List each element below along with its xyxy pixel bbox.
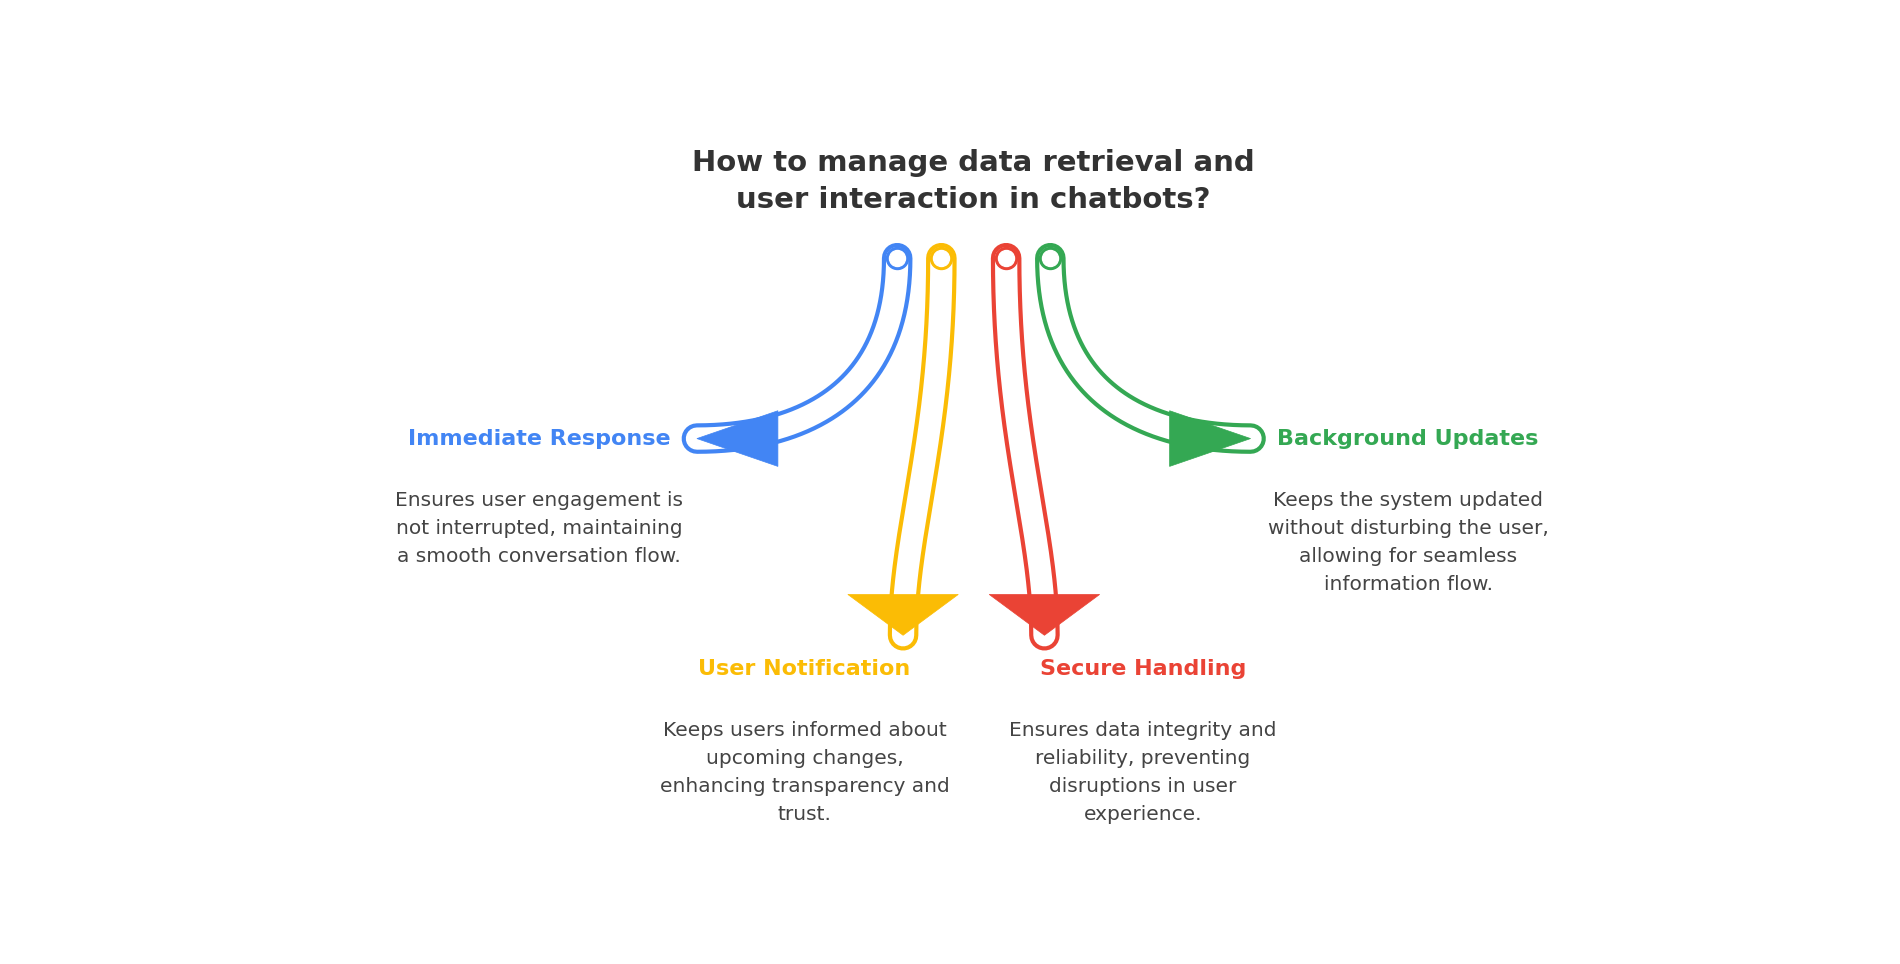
Text: Secure Handling: Secure Handling [1039, 658, 1246, 679]
Polygon shape [1170, 411, 1250, 467]
Text: Keeps users informed about
upcoming changes,
enhancing transparency and
trust.: Keeps users informed about upcoming chan… [659, 721, 950, 823]
Text: Immediate Response: Immediate Response [408, 429, 671, 448]
Text: Ensures user engagement is
not interrupted, maintaining
a smooth conversation fl: Ensures user engagement is not interrupt… [395, 491, 684, 566]
Polygon shape [990, 595, 1100, 635]
Polygon shape [697, 411, 777, 467]
Text: Ensures data integrity and
reliability, preventing
disruptions in user
experienc: Ensures data integrity and reliability, … [1009, 721, 1277, 823]
Text: How to manage data retrieval and
user interaction in chatbots?: How to manage data retrieval and user in… [692, 149, 1256, 214]
Text: Keeps the system updated
without disturbing the user,
allowing for seamless
info: Keeps the system updated without disturb… [1267, 491, 1548, 594]
Text: User Notification: User Notification [699, 658, 910, 679]
Text: Background Updates: Background Updates [1277, 429, 1539, 448]
Polygon shape [847, 595, 958, 635]
